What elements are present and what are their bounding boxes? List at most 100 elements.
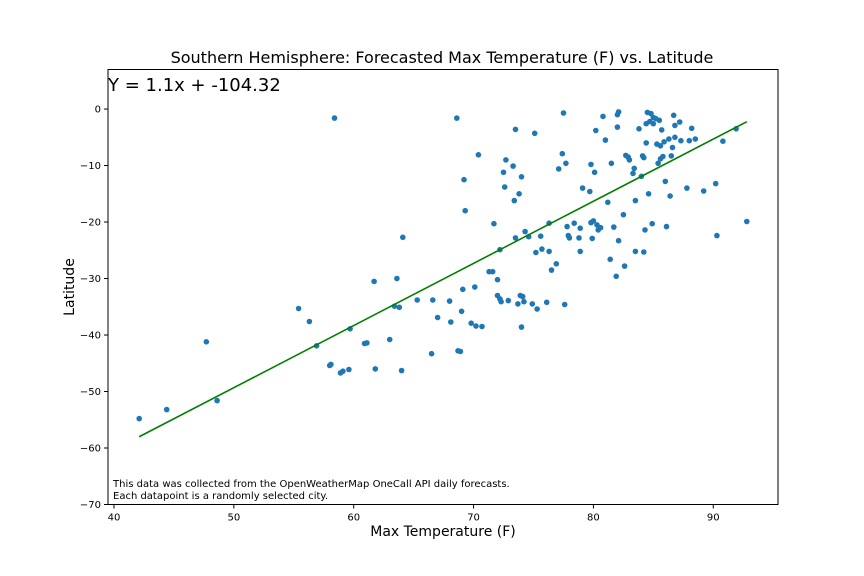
- chart-title: Southern Hemisphere: Forecasted Max Temp…: [171, 48, 714, 67]
- data-point: [473, 323, 479, 329]
- data-point: [498, 298, 504, 305]
- plot-frame: [107, 69, 779, 505]
- data-point: [519, 293, 526, 300]
- regression-equation: Y = 1.1x + -104.32: [107, 75, 281, 96]
- data-point: [448, 319, 454, 325]
- data-point: [649, 220, 655, 227]
- data-point: [475, 152, 482, 158]
- data-point: [340, 368, 346, 375]
- y-tick-label: −50: [80, 387, 101, 398]
- data-point: [657, 143, 664, 149]
- data-point: [396, 304, 403, 311]
- y-tick-label: −70: [80, 500, 101, 511]
- data-point: [663, 223, 670, 230]
- data-point: [579, 185, 586, 191]
- data-point: [686, 137, 693, 144]
- data-point: [614, 124, 621, 130]
- data-point: [512, 235, 519, 241]
- data-point: [503, 157, 509, 163]
- note-line-1: This data was collected from the OpenWea…: [112, 479, 510, 490]
- data-point: [555, 166, 562, 172]
- data-point: [632, 197, 639, 204]
- data-point: [597, 224, 604, 231]
- data-point: [346, 366, 352, 373]
- data-point: [446, 298, 453, 304]
- data-point: [521, 298, 527, 305]
- data-point: [533, 249, 539, 256]
- data-point: [505, 297, 512, 304]
- data-point: [684, 185, 690, 191]
- data-point: [468, 320, 475, 327]
- note-line-2: Each datapoint is a randomly selected ci…: [113, 491, 328, 502]
- data-point: [203, 339, 210, 345]
- data-point: [587, 188, 593, 195]
- data-point: [590, 218, 597, 224]
- data-point: [577, 248, 583, 255]
- data-point: [676, 119, 683, 125]
- data-point: [461, 176, 467, 183]
- data-point: [494, 276, 501, 283]
- data-point: [670, 112, 677, 119]
- data-point: [548, 267, 555, 273]
- data-point: [678, 137, 684, 144]
- x-axis-ticks: 40 50 60 70 80 90: [108, 504, 720, 524]
- data-point: [434, 314, 441, 321]
- data-point: [593, 127, 599, 134]
- data-point: [600, 113, 606, 120]
- data-point: [658, 127, 665, 133]
- points-layer: [136, 109, 750, 422]
- x-tick-label: 70: [467, 513, 480, 524]
- data-point: [620, 211, 627, 218]
- data-point: [712, 180, 719, 187]
- data-point: [539, 246, 545, 252]
- data-point: [454, 115, 460, 121]
- data-point: [331, 115, 338, 121]
- data-point: [462, 207, 469, 214]
- data-point: [529, 301, 536, 307]
- data-point: [641, 154, 647, 161]
- data-point: [641, 249, 647, 255]
- data-point: [458, 308, 465, 315]
- data-point: [214, 397, 220, 404]
- data-point: [591, 169, 598, 176]
- data-point: [656, 117, 663, 124]
- data-point: [630, 170, 636, 177]
- data-point: [479, 323, 485, 330]
- data-point: [457, 348, 464, 355]
- data-point: [522, 228, 528, 235]
- data-point: [650, 120, 657, 127]
- data-point: [660, 153, 666, 160]
- data-point: [564, 223, 570, 230]
- data-point: [364, 340, 370, 346]
- data-point: [626, 157, 633, 163]
- x-tick-label: 50: [227, 513, 240, 524]
- data-point: [571, 220, 577, 226]
- x-tick-label: 80: [587, 513, 600, 524]
- data-point: [655, 160, 661, 167]
- data-point: [576, 235, 582, 241]
- data-point: [668, 153, 675, 159]
- data-point: [661, 139, 667, 145]
- data-point: [669, 144, 676, 151]
- data-point: [531, 130, 538, 137]
- data-point: [608, 160, 615, 167]
- data-point: [700, 188, 707, 194]
- data-point: [500, 169, 507, 176]
- data-point: [518, 174, 525, 180]
- data-point: [510, 163, 516, 169]
- data-point: [672, 122, 678, 129]
- data-point: [516, 191, 522, 197]
- data-point: [511, 197, 518, 204]
- data-point: [386, 336, 393, 343]
- data-point: [632, 248, 639, 255]
- data-point: [692, 136, 699, 142]
- data-point: [394, 275, 400, 282]
- data-point: [667, 193, 673, 199]
- data-point: [489, 268, 496, 275]
- y-tick-label: 0: [95, 105, 101, 116]
- data-point: [666, 136, 672, 142]
- data-point: [518, 324, 525, 330]
- data-point: [577, 225, 583, 231]
